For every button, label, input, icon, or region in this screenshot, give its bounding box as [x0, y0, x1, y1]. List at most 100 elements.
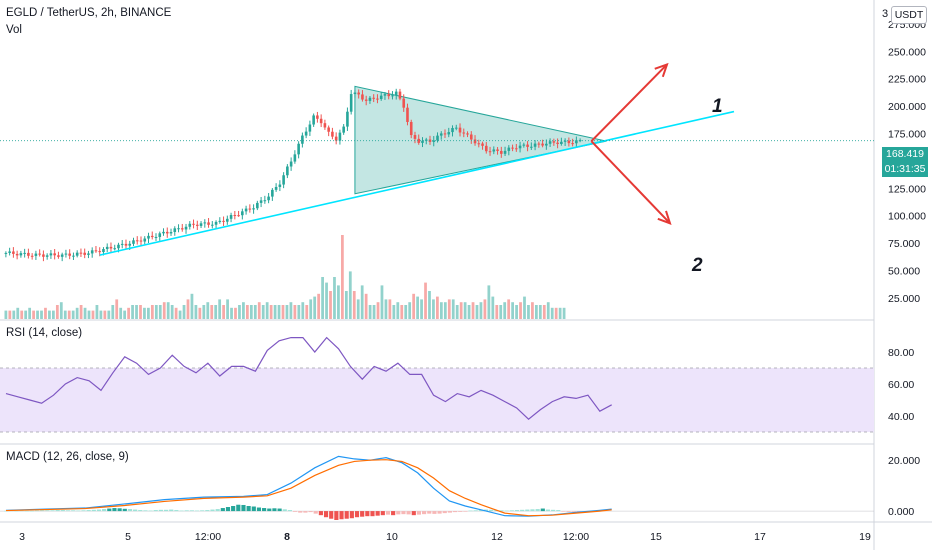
candle-body	[398, 91, 402, 99]
candle-body	[162, 231, 165, 234]
candle-body	[267, 196, 270, 201]
volume-bar	[499, 305, 503, 319]
macd-histogram-bar	[396, 511, 401, 515]
volume-bar	[91, 310, 95, 319]
candle-body	[222, 220, 225, 222]
scenario-2-label: 2	[691, 255, 703, 276]
macd-histogram-bar	[458, 511, 463, 512]
macd-histogram-bar	[561, 511, 566, 512]
volume-bar	[436, 296, 439, 319]
macd-histogram-bar	[55, 510, 60, 512]
macd-histogram-bar	[499, 510, 504, 512]
volume-bar	[511, 302, 514, 319]
candle-body	[563, 140, 567, 142]
volume-bar	[230, 307, 233, 319]
macd-tick-label: 0.000	[888, 506, 914, 518]
candle-body	[530, 146, 533, 148]
volume-bar	[538, 305, 542, 319]
candle-body	[211, 224, 214, 226]
candle-body	[484, 145, 488, 152]
scenario-1-label: 1	[712, 96, 723, 117]
rsi-label[interactable]: RSI (14, close)	[6, 327, 83, 339]
volume-bar	[388, 299, 392, 319]
candle-body	[301, 135, 304, 144]
time-tick-label: 10	[386, 531, 398, 543]
candle-body	[237, 215, 240, 217]
symbol-title[interactable]: EGLD / TetherUS, 2h, BINANCE	[6, 7, 172, 19]
macd-histogram-bar	[422, 511, 427, 515]
candle-body	[304, 131, 308, 136]
volume-bar	[202, 305, 206, 319]
candle-body	[68, 253, 71, 256]
macd-histogram-bar	[530, 509, 535, 512]
macd-histogram-bar	[277, 508, 282, 512]
time-tick-label: 19	[859, 531, 871, 543]
volume-bar	[67, 310, 71, 319]
settings-icon[interactable]: 3	[882, 8, 889, 20]
volume-label: Vol	[6, 24, 22, 36]
volume-bar	[344, 291, 348, 319]
volume-bar	[48, 310, 51, 319]
volume-bar	[40, 310, 43, 319]
macd-histogram-bar	[200, 510, 205, 512]
candle-body	[312, 115, 315, 125]
candle-body	[331, 131, 334, 137]
macd-histogram-bar	[354, 511, 360, 518]
volume-bar	[242, 302, 245, 319]
candle-body	[252, 208, 255, 210]
macd-histogram-bar	[158, 509, 163, 512]
candle-body	[256, 202, 259, 209]
candle-body	[308, 124, 312, 132]
candle-body	[128, 243, 132, 246]
macd-histogram-bar	[225, 507, 231, 512]
macd-histogram-bar	[81, 510, 86, 512]
candle-body	[443, 133, 447, 135]
candle-body	[413, 135, 417, 139]
price-tick-label: 75.000	[888, 238, 920, 250]
volume-bar	[166, 302, 170, 319]
candle-body	[154, 236, 158, 238]
macd-histogram-bar	[483, 509, 489, 512]
volume-bar	[463, 302, 467, 319]
candle-body	[578, 140, 582, 142]
countdown-tag: 01:31:35	[882, 162, 928, 177]
last-price-tag: 168.419	[882, 147, 928, 162]
volume-bar	[162, 302, 166, 319]
volume-bar	[523, 296, 526, 319]
macd-histogram-bar	[40, 510, 45, 512]
volume-bar	[447, 299, 451, 319]
candle-body	[323, 123, 327, 128]
candle-body	[4, 252, 8, 254]
candle-body	[102, 249, 105, 253]
macd-histogram-bar	[551, 509, 556, 512]
volume-bar	[313, 296, 317, 319]
macd-histogram-bar	[102, 509, 107, 512]
time-tick-label: 12:00	[563, 531, 589, 543]
volume-bar	[527, 305, 530, 319]
volume-bar	[135, 305, 138, 319]
candle-body	[376, 98, 379, 100]
currency-selector[interactable]: USDT	[891, 6, 927, 24]
volume-bar	[111, 305, 115, 319]
candle-body	[297, 143, 300, 155]
macd-histogram-bar	[293, 511, 298, 512]
volume-bar	[123, 310, 127, 319]
candle-body	[45, 255, 49, 257]
macd-histogram-bar	[122, 508, 127, 512]
volume-bar	[285, 305, 289, 319]
candle-body	[349, 94, 353, 112]
candle-body	[526, 144, 529, 147]
volume-bar	[467, 305, 471, 319]
macd-histogram-bar	[179, 510, 184, 512]
candle-body	[462, 132, 466, 134]
volume-bar	[4, 310, 8, 319]
candle-body	[556, 142, 559, 144]
volume-bar	[75, 307, 79, 319]
candle-body	[229, 215, 233, 219]
macd-histogram-bar	[272, 508, 277, 512]
candle-body	[439, 133, 443, 136]
volume-bar	[8, 310, 12, 319]
macd-label[interactable]: MACD (12, 26, close, 9)	[6, 451, 129, 463]
candle-body	[188, 223, 192, 227]
